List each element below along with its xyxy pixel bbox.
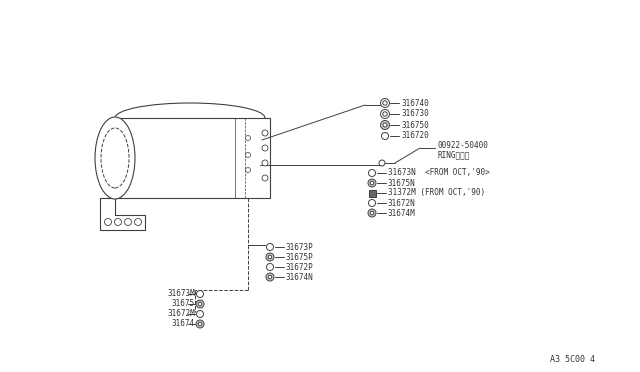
Text: 31672P: 31672P	[286, 263, 314, 272]
Circle shape	[115, 218, 122, 225]
Circle shape	[369, 199, 376, 206]
Circle shape	[381, 121, 390, 129]
Text: 31674N: 31674N	[286, 273, 314, 282]
Circle shape	[381, 99, 390, 108]
Circle shape	[262, 145, 268, 151]
Circle shape	[196, 311, 204, 317]
Circle shape	[262, 130, 268, 136]
Circle shape	[125, 218, 131, 225]
Circle shape	[268, 275, 272, 279]
Circle shape	[246, 167, 250, 173]
Circle shape	[370, 181, 374, 185]
Circle shape	[381, 109, 390, 119]
Circle shape	[266, 253, 274, 261]
Circle shape	[196, 320, 204, 328]
Circle shape	[368, 209, 376, 217]
Text: 31675N: 31675N	[388, 179, 416, 187]
Text: 31673M: 31673M	[167, 289, 195, 298]
Text: RINGリング: RINGリング	[437, 151, 469, 160]
Bar	[369, 189, 376, 196]
Circle shape	[266, 263, 273, 270]
Circle shape	[262, 160, 268, 166]
Text: 31372M (FROM OCT,'90): 31372M (FROM OCT,'90)	[388, 189, 485, 198]
Text: 31674: 31674	[172, 320, 195, 328]
Circle shape	[262, 175, 268, 181]
Ellipse shape	[101, 128, 129, 188]
Circle shape	[198, 322, 202, 326]
Circle shape	[198, 302, 202, 306]
Circle shape	[246, 153, 250, 157]
Text: 31672M: 31672M	[167, 310, 195, 318]
Circle shape	[379, 160, 385, 166]
Circle shape	[104, 218, 111, 225]
Circle shape	[370, 211, 374, 215]
Text: 316750: 316750	[401, 121, 429, 129]
Text: 31673N  <FROM OCT,'90>: 31673N <FROM OCT,'90>	[388, 169, 490, 177]
Circle shape	[246, 135, 250, 141]
Circle shape	[266, 244, 273, 250]
Circle shape	[381, 132, 388, 140]
Text: 316740: 316740	[401, 99, 429, 108]
Circle shape	[196, 300, 204, 308]
Text: 31672N: 31672N	[388, 199, 416, 208]
Text: A3 5C00 4: A3 5C00 4	[550, 356, 595, 365]
Text: 31675: 31675	[172, 299, 195, 308]
Circle shape	[134, 218, 141, 225]
Ellipse shape	[95, 117, 135, 199]
Text: 316720: 316720	[401, 131, 429, 141]
Circle shape	[369, 170, 376, 176]
Text: 31675P: 31675P	[286, 253, 314, 262]
Circle shape	[383, 123, 387, 127]
Circle shape	[196, 291, 204, 298]
Circle shape	[266, 273, 274, 281]
Text: 31673P: 31673P	[286, 243, 314, 251]
Text: 316730: 316730	[401, 109, 429, 119]
Circle shape	[368, 179, 376, 187]
Text: 00922-50400: 00922-50400	[437, 141, 488, 150]
Text: 31674M: 31674M	[388, 208, 416, 218]
Circle shape	[268, 255, 272, 259]
